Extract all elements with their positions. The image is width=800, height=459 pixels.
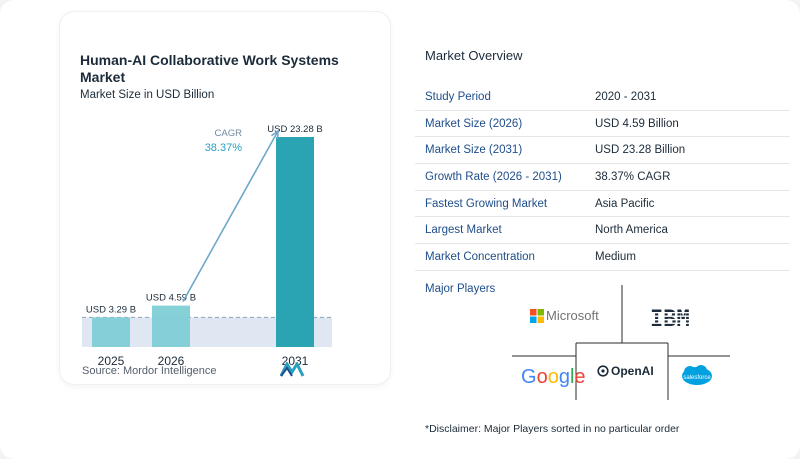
chart-card: Human-AI Collaborative Work Systems Mark… bbox=[60, 12, 390, 384]
overview-title: Market Overview bbox=[425, 48, 523, 63]
x-tick-label: 2025 bbox=[98, 354, 125, 368]
data-label: USD 23.28 B bbox=[267, 124, 322, 135]
row-value: 38.37% CAGR bbox=[595, 170, 671, 183]
row-key: Study Period bbox=[425, 90, 491, 103]
table-row: Growth Rate (2026 - 2031) 38.37% CAGR bbox=[415, 164, 790, 191]
cagr-value: 38.37% bbox=[205, 142, 243, 154]
table-row: Fastest Growing Market Asia Pacific bbox=[415, 191, 790, 218]
microsoft-logo-text: Microsoft bbox=[546, 308, 599, 323]
ibm-logo-text: IBM bbox=[650, 307, 690, 329]
row-key: Growth Rate (2026 - 2031) bbox=[425, 170, 562, 183]
row-value: Medium bbox=[595, 250, 636, 263]
table-row: Largest Market North America bbox=[415, 217, 790, 245]
table-row: Market Size (2031) USD 23.28 Billion bbox=[415, 137, 790, 165]
ibm-logo-icon: IBM bbox=[650, 307, 702, 329]
data-label: USD 3.29 B bbox=[86, 304, 136, 315]
row-key: Market Size (2026) bbox=[425, 117, 523, 130]
salesforce-logo-text: salesforce bbox=[683, 375, 711, 381]
cagr-arrow bbox=[182, 130, 279, 302]
row-key: Market Concentration bbox=[425, 250, 535, 263]
openai-logo-text: OpenAI bbox=[611, 364, 654, 378]
row-value: Asia Pacific bbox=[595, 197, 655, 210]
cagr-label: CAGR bbox=[215, 128, 243, 139]
row-value: North America bbox=[595, 224, 668, 237]
table-row: Market Size (2026) USD 4.59 Billion bbox=[415, 111, 790, 138]
mordor-logo-icon bbox=[280, 362, 305, 377]
row-key: Largest Market bbox=[425, 224, 502, 237]
x-tick-label: 2026 bbox=[158, 354, 185, 368]
data-label: USD 4.59 B bbox=[146, 293, 196, 304]
overview-table: Study Period 2020 - 2031 Market Size (20… bbox=[415, 84, 790, 271]
row-value: USD 23.28 Billion bbox=[595, 144, 686, 157]
openai-logo-icon bbox=[597, 365, 609, 377]
major-players-title: Major Players bbox=[425, 283, 496, 295]
row-key: Market Size (2031) bbox=[425, 144, 523, 157]
chart-title: Human-AI Collaborative Work Systems Mark… bbox=[80, 52, 339, 85]
row-value: USD 4.59 Billion bbox=[595, 117, 679, 130]
cagr-arrow-head bbox=[270, 129, 279, 140]
salesforce-logo-icon: salesforce bbox=[682, 365, 712, 385]
row-value: 2020 - 2031 bbox=[595, 90, 657, 103]
table-row: Market Concentration Medium bbox=[415, 244, 790, 271]
google-logo: Google bbox=[521, 366, 586, 388]
disclaimer-text: *Disclaimer: Major Players sorted in no … bbox=[425, 423, 680, 435]
microsoft-logo-icon bbox=[530, 309, 544, 323]
bar bbox=[276, 137, 314, 347]
source-text: Source: Mordor Intelligence bbox=[82, 365, 217, 377]
chart-subtitle: Market Size in USD Billion bbox=[80, 89, 215, 101]
bar bbox=[92, 317, 130, 347]
row-key: Fastest Growing Market bbox=[425, 197, 548, 210]
bar bbox=[152, 305, 190, 347]
table-row: Study Period 2020 - 2031 bbox=[415, 84, 790, 111]
